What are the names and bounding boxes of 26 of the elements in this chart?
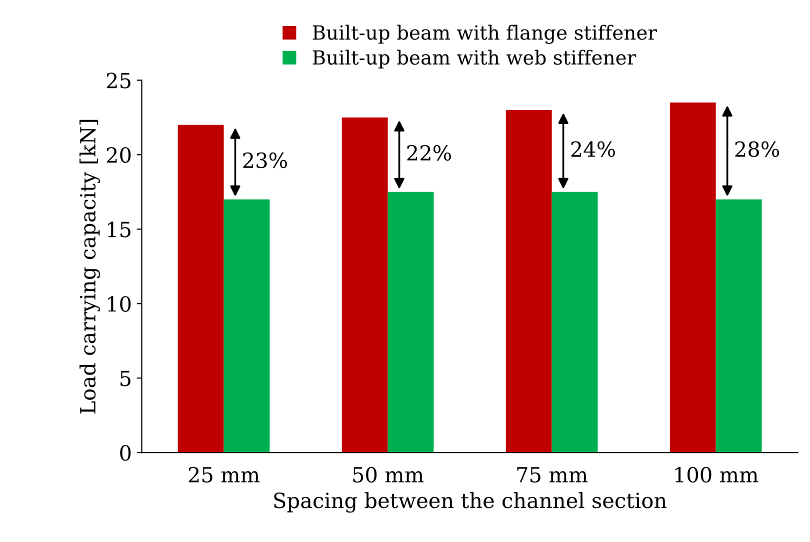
bar	[716, 199, 762, 453]
y-tick-label: 10	[108, 296, 131, 312]
x-tick-label: 75 mm	[517, 467, 588, 483]
y-axis-title: Load carrying capacity [kN]	[80, 120, 100, 414]
legend-label: Built-up beam with web stiffener	[312, 50, 636, 69]
bar	[388, 192, 434, 453]
y-tick-label: 25	[106, 72, 130, 88]
y-tick-label: 20	[106, 147, 131, 163]
bar	[342, 117, 388, 453]
y-tick-label: 15	[108, 222, 130, 238]
legend-label: Built-up beam with flange stiffener	[312, 24, 657, 44]
y-tick-label: 0	[120, 445, 131, 461]
y-tick-label: 5	[120, 370, 130, 386]
x-tick-label: 25 mm	[188, 466, 260, 483]
bar	[506, 110, 552, 453]
annotation: 23%	[243, 152, 287, 168]
annotation: 22%	[407, 144, 451, 161]
x-axis-title: Spacing between the channel section	[274, 492, 667, 513]
bar	[552, 192, 598, 453]
bar	[178, 124, 224, 453]
bar	[670, 102, 716, 453]
x-tick-label: 50 mm	[353, 466, 424, 483]
x-tick-label: 100 mm	[675, 466, 758, 483]
bar	[224, 199, 270, 453]
annotation: 28%	[735, 141, 780, 158]
annotation: 24%	[571, 141, 616, 158]
